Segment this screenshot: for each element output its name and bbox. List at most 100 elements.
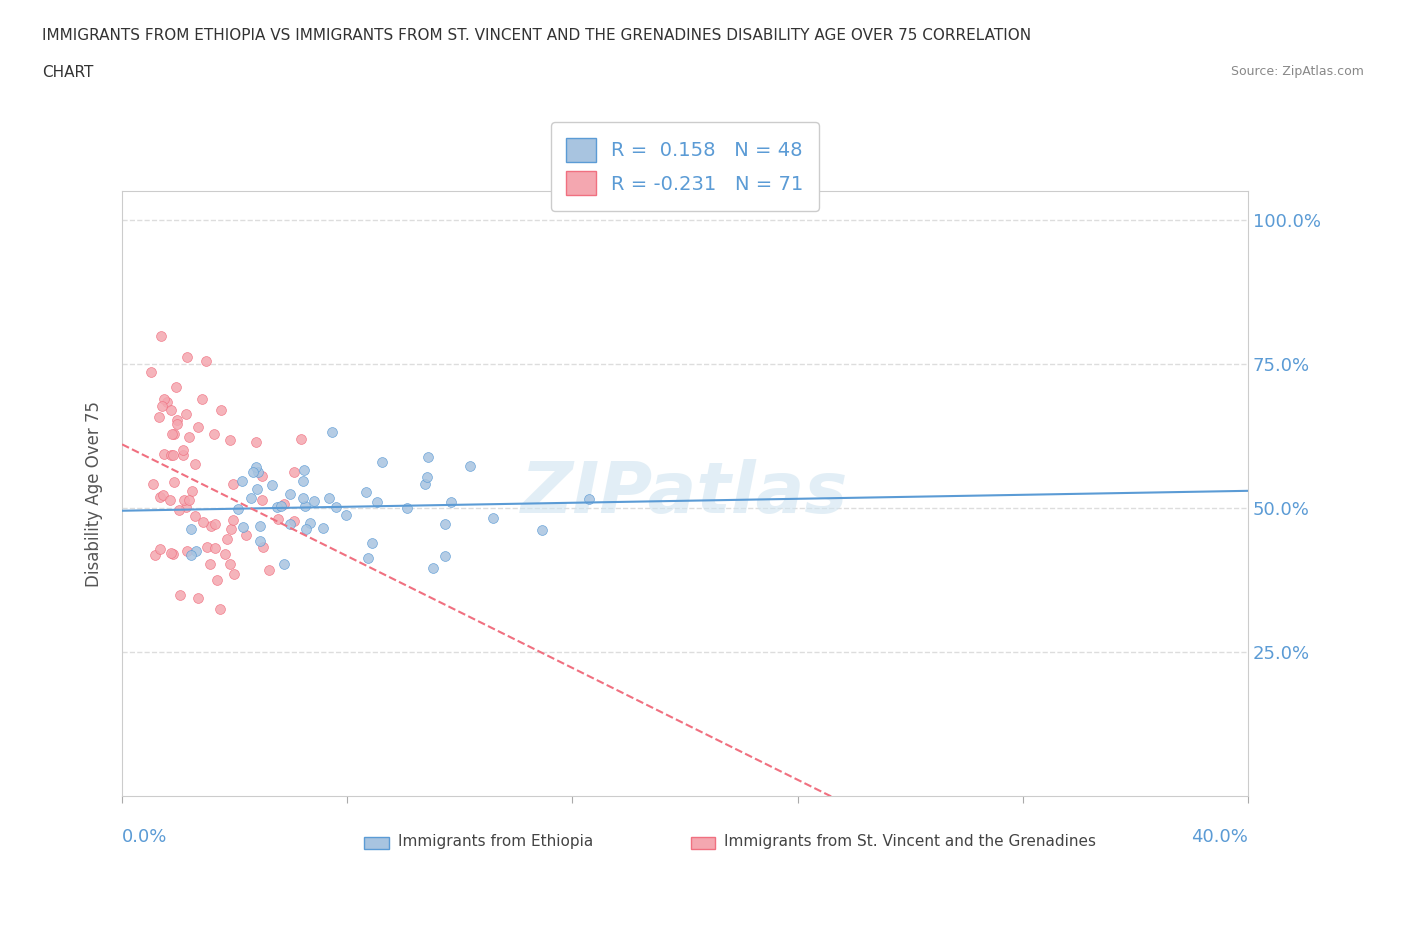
Point <box>460 458 482 473</box>
Point <box>202 427 225 442</box>
Point <box>219 432 242 447</box>
Point <box>222 477 245 492</box>
Point <box>162 547 184 562</box>
Point <box>174 406 197 421</box>
Point <box>298 516 321 531</box>
Point <box>481 511 503 525</box>
Point <box>180 548 202 563</box>
Point <box>270 498 292 513</box>
Point <box>219 556 242 571</box>
Point <box>302 494 325 509</box>
Point <box>187 419 209 434</box>
Text: IMMIGRANTS FROM ETHIOPIA VS IMMIGRANTS FROM ST. VINCENT AND THE GRENADINES DISAB: IMMIGRANTS FROM ETHIOPIA VS IMMIGRANTS F… <box>42 28 1032 43</box>
Point <box>186 544 208 559</box>
Point <box>283 465 305 480</box>
Text: Immigrants from St. Vincent and the Grenadines: Immigrants from St. Vincent and the Gren… <box>724 834 1097 849</box>
Point <box>252 539 274 554</box>
Point <box>321 425 343 440</box>
Point <box>239 491 262 506</box>
Point <box>149 489 172 504</box>
Point <box>143 548 166 563</box>
Point <box>191 392 214 406</box>
Point <box>294 498 316 513</box>
Point <box>142 476 165 491</box>
Point <box>221 521 243 536</box>
Point <box>166 417 188 432</box>
Point <box>160 546 183 561</box>
Point <box>208 602 231 617</box>
Point <box>232 520 254 535</box>
Point <box>169 588 191 603</box>
Point <box>273 556 295 571</box>
Point <box>354 485 377 500</box>
Point <box>294 463 316 478</box>
Point <box>204 540 226 555</box>
Point <box>187 591 209 605</box>
Point <box>163 474 186 489</box>
Point <box>294 522 316 537</box>
Point <box>163 426 186 441</box>
Point <box>181 483 204 498</box>
Legend: R =  0.158   N = 48, R = -0.231   N = 71: R = 0.158 N = 48, R = -0.231 N = 71 <box>551 123 818 211</box>
Point <box>278 516 301 531</box>
Point <box>252 469 274 484</box>
Point <box>273 497 295 512</box>
Point <box>395 500 418 515</box>
Point <box>159 447 181 462</box>
Text: 40.0%: 40.0% <box>1191 828 1249 846</box>
Point <box>160 427 183 442</box>
Point <box>204 517 226 532</box>
Point <box>159 492 181 507</box>
Point <box>366 495 388 510</box>
Point <box>360 536 382 551</box>
Point <box>173 492 195 507</box>
Point <box>235 528 257 543</box>
Point <box>439 495 461 510</box>
FancyBboxPatch shape <box>690 837 716 849</box>
Point <box>152 488 174 503</box>
Point <box>222 512 245 527</box>
Point <box>197 539 219 554</box>
Point <box>325 499 347 514</box>
Point <box>578 491 600 506</box>
Point <box>156 394 179 409</box>
Point <box>217 532 239 547</box>
Point <box>150 399 173 414</box>
Point <box>153 446 176 461</box>
Point <box>318 490 340 505</box>
Point <box>433 548 456 563</box>
Point <box>160 402 183 417</box>
Point <box>176 543 198 558</box>
Point <box>259 563 281 578</box>
Y-axis label: Disability Age Over 75: Disability Age Over 75 <box>86 401 103 587</box>
Point <box>292 473 315 488</box>
Point <box>165 380 187 395</box>
Point <box>209 403 232 418</box>
Point <box>184 457 207 472</box>
Point <box>172 447 194 462</box>
Point <box>357 551 380 565</box>
Point <box>162 447 184 462</box>
Point <box>267 512 290 527</box>
FancyBboxPatch shape <box>364 837 389 849</box>
Point <box>172 442 194 457</box>
Point <box>139 365 162 379</box>
Point <box>434 517 457 532</box>
Point <box>226 501 249 516</box>
Text: ZIPatlas: ZIPatlas <box>522 459 849 528</box>
Point <box>167 502 190 517</box>
Point <box>266 499 288 514</box>
Point <box>250 492 273 507</box>
Point <box>231 474 253 489</box>
Point <box>153 392 176 406</box>
Point <box>291 490 314 505</box>
Point <box>149 329 172 344</box>
Text: CHART: CHART <box>42 65 94 80</box>
Point <box>200 519 222 534</box>
Point <box>198 557 221 572</box>
Point <box>176 350 198 365</box>
Point <box>260 478 283 493</box>
Text: Source: ZipAtlas.com: Source: ZipAtlas.com <box>1230 65 1364 78</box>
Point <box>245 435 267 450</box>
Point <box>222 566 245 581</box>
